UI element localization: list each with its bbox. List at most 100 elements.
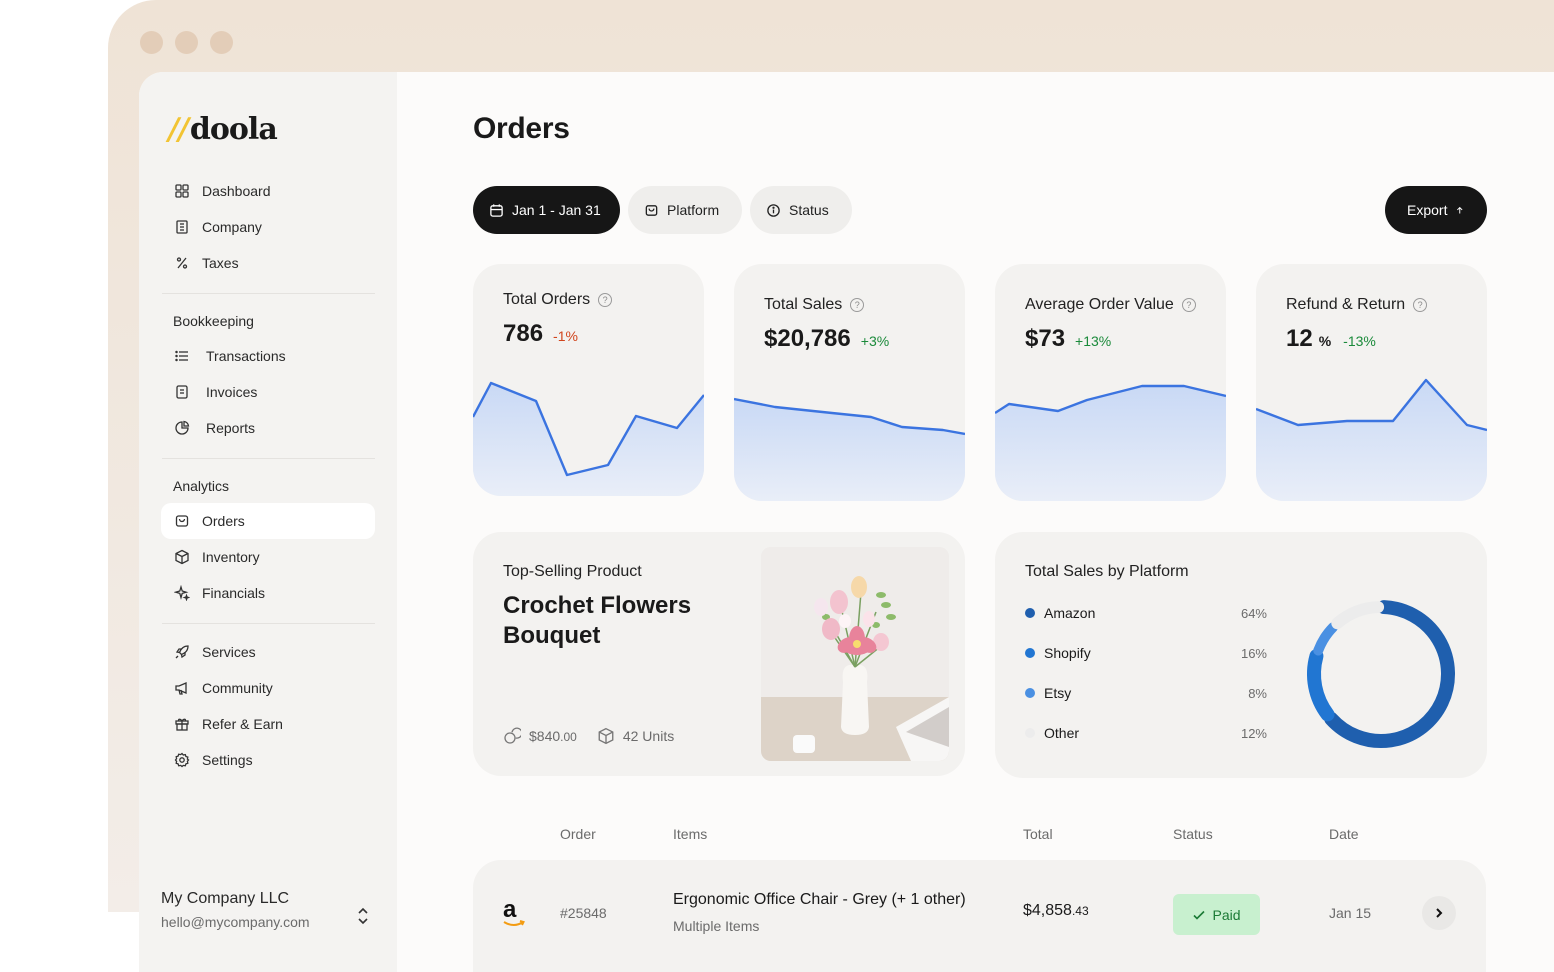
sidebar-item-label: Services bbox=[202, 644, 256, 660]
kpi-value-row: 12% -13% bbox=[1286, 325, 1376, 353]
calendar-icon bbox=[490, 203, 503, 217]
sidebar-item-label: Reports bbox=[206, 420, 256, 436]
list-icon bbox=[175, 350, 188, 362]
coins-icon bbox=[504, 727, 521, 744]
sparkle-icon bbox=[174, 585, 190, 601]
legend-label: Etsy bbox=[1044, 685, 1072, 701]
top-selling-product-card[interactable]: Top-Selling Product Crochet Flowers Bouq… bbox=[473, 532, 965, 776]
sidebar-item-transactions[interactable]: Transactions bbox=[161, 338, 375, 374]
divider bbox=[162, 623, 375, 624]
help-icon[interactable]: ? bbox=[598, 293, 613, 307]
legend-item-shopify[interactable]: Shopify 16% bbox=[1025, 645, 1267, 661]
sidebar-item-refer-earn[interactable]: Refer & Earn bbox=[161, 706, 375, 742]
legend-dot bbox=[1025, 608, 1035, 618]
divider bbox=[162, 293, 375, 294]
order-number: #25848 bbox=[560, 905, 607, 921]
column-header-items[interactable]: Items bbox=[673, 826, 708, 842]
kpi-change: +3% bbox=[860, 333, 890, 349]
export-button[interactable]: Export bbox=[1385, 186, 1487, 234]
units-value: 42 Units bbox=[622, 728, 675, 744]
window-dot[interactable] bbox=[140, 31, 163, 54]
window-dot[interactable] bbox=[175, 31, 198, 54]
kpi-value: $73 bbox=[1025, 325, 1066, 352]
donut-slice-etsy[interactable] bbox=[1313, 622, 1339, 656]
sidebar-item-reports[interactable]: Reports bbox=[161, 410, 375, 446]
item-title: Ergonomic Office Chair - Grey (+ 1 other… bbox=[673, 891, 966, 908]
donut-slice-other[interactable] bbox=[1331, 601, 1385, 630]
help-icon[interactable]: ? bbox=[1181, 298, 1196, 312]
donut-slice-amazon[interactable] bbox=[1324, 600, 1455, 748]
sidebar-item-taxes[interactable]: Taxes bbox=[161, 245, 375, 281]
document-icon bbox=[176, 385, 188, 399]
status-filter-button[interactable]: Status bbox=[750, 186, 852, 234]
logo[interactable]: // doola bbox=[168, 112, 278, 147]
kpi-unit: % bbox=[1318, 333, 1332, 349]
box-icon bbox=[598, 727, 614, 745]
legend-item-other[interactable]: Other 12% bbox=[1025, 725, 1267, 741]
kpi-title: Total Sales bbox=[764, 296, 843, 313]
sidebar-item-label: Orders bbox=[202, 513, 245, 529]
product-image bbox=[761, 547, 949, 761]
amazon-glyph: a bbox=[503, 896, 517, 923]
grid-icon bbox=[175, 184, 189, 198]
main-content: Orders Jan 1 - Jan 31 Platform Status Ex… bbox=[397, 72, 1554, 972]
legend-label: Amazon bbox=[1044, 605, 1096, 621]
column-header-order[interactable]: Order bbox=[560, 826, 596, 842]
sidebar-item-inventory[interactable]: Inventory bbox=[161, 539, 375, 575]
sidebar-item-community[interactable]: Community bbox=[161, 670, 375, 706]
legend-label: Other bbox=[1044, 725, 1080, 741]
total-cents: .43 bbox=[1071, 904, 1089, 918]
date-range-button[interactable]: Jan 1 - Jan 31 bbox=[473, 186, 620, 234]
sparkline-refund-return bbox=[1256, 378, 1487, 501]
sidebar-item-services[interactable]: Services bbox=[161, 634, 375, 670]
window-dot[interactable] bbox=[210, 31, 233, 54]
platform-sales-card: Total Sales by Platform Amazon 64% Shopif… bbox=[995, 532, 1487, 778]
kpi-card-total-sales: Total Sales? $20,786 +3% bbox=[734, 264, 965, 501]
help-icon[interactable]: ? bbox=[1413, 298, 1428, 312]
order-date: Jan 15 bbox=[1329, 905, 1372, 921]
chevron-up-down-icon[interactable] bbox=[356, 905, 370, 927]
kpi-value: $20,786 bbox=[764, 325, 851, 352]
kpi-title: Average Order Value bbox=[1025, 296, 1174, 313]
top-product-label: Top-Selling Product bbox=[503, 563, 642, 580]
window-controls bbox=[140, 31, 233, 54]
sidebar-item-dashboard[interactable]: Dashboard bbox=[161, 173, 375, 209]
sidebar-item-label: Transactions bbox=[206, 348, 286, 364]
sidebar-item-label: Financials bbox=[202, 585, 266, 601]
bag-icon bbox=[175, 515, 189, 527]
rocket-icon bbox=[175, 645, 189, 659]
kpi-title-row: Total Orders? bbox=[503, 291, 613, 309]
sidebar-item-company[interactable]: Company bbox=[161, 209, 375, 245]
sidebar-item-orders[interactable]: Orders bbox=[161, 503, 375, 539]
section-heading-bookkeeping: Bookkeeping bbox=[173, 313, 254, 329]
amazon-icon: a bbox=[503, 896, 525, 926]
company-switcher[interactable]: My Company LLC hello@mycompany.com bbox=[161, 890, 310, 930]
bag-icon bbox=[645, 204, 658, 216]
company-name: My Company LLC bbox=[161, 890, 290, 907]
sparkline-total-sales bbox=[734, 397, 965, 501]
megaphone-icon bbox=[175, 682, 187, 695]
platform-filter-button[interactable]: Platform bbox=[628, 186, 742, 234]
table-row[interactable]: a #25848 Ergonomic Office Chair - Grey (… bbox=[473, 860, 1486, 972]
column-header-date[interactable]: Date bbox=[1329, 826, 1359, 842]
donut-slice-shopify[interactable] bbox=[1307, 649, 1335, 722]
sidebar-item-settings[interactable]: Settings bbox=[161, 742, 375, 778]
kpi-value-row: 786 -1% bbox=[503, 320, 578, 348]
help-icon[interactable]: ? bbox=[850, 298, 865, 312]
row-open-button[interactable] bbox=[1422, 896, 1456, 930]
kpi-card-average-order-value: Average Order Value? $73 +13% bbox=[995, 264, 1226, 501]
legend-item-amazon[interactable]: Amazon 64% bbox=[1025, 605, 1267, 621]
export-label: Export bbox=[1407, 202, 1448, 218]
date-range-label: Jan 1 - Jan 31 bbox=[512, 202, 601, 218]
sidebar-item-invoices[interactable]: Invoices bbox=[161, 374, 375, 410]
legend-item-etsy[interactable]: Etsy 8% bbox=[1025, 685, 1267, 701]
divider bbox=[162, 458, 375, 459]
check-icon bbox=[1193, 910, 1206, 920]
sidebar-item-financials[interactable]: Financials bbox=[161, 575, 375, 611]
sidebar-item-label: Company bbox=[202, 219, 262, 235]
order-total: $4,858.43 bbox=[1023, 902, 1089, 920]
column-header-status[interactable]: Status bbox=[1173, 826, 1213, 842]
sidebar-item-label: Settings bbox=[202, 752, 253, 768]
chevron-right-icon bbox=[1436, 908, 1443, 918]
column-header-total[interactable]: Total bbox=[1023, 826, 1053, 842]
